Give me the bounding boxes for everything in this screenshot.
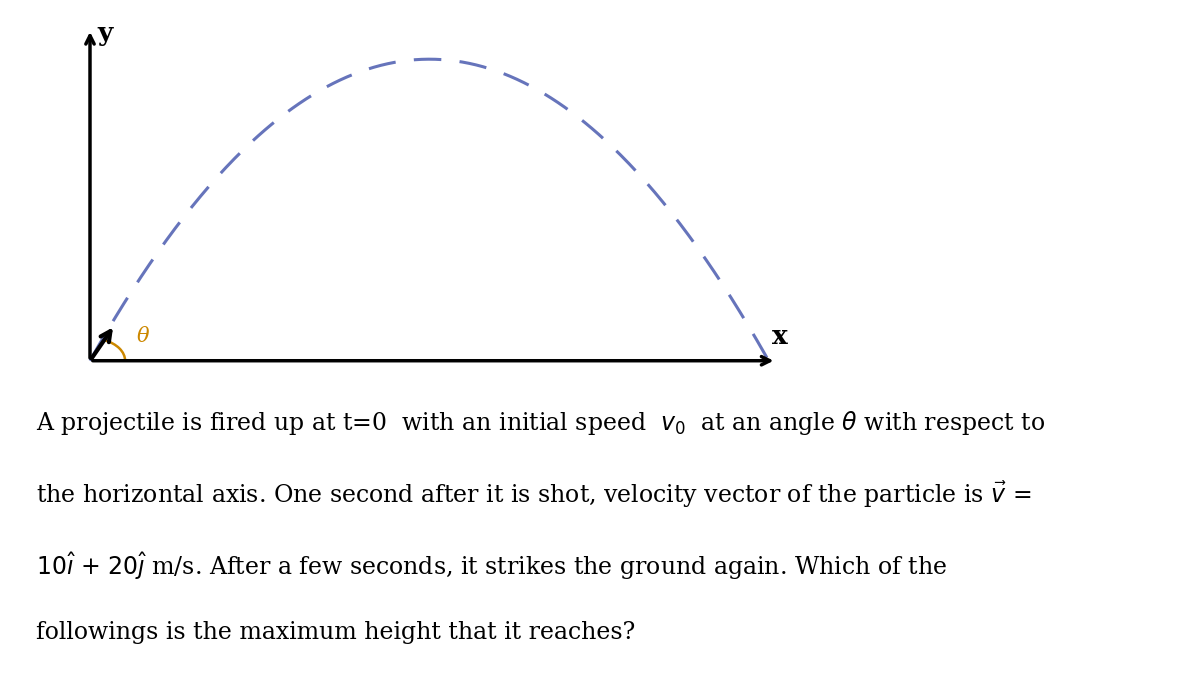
Text: the horizontal axis. One second after it is shot, velocity vector of the particl: the horizontal axis. One second after it… (36, 480, 1031, 510)
Text: θ: θ (137, 327, 150, 346)
Text: y: y (98, 22, 113, 47)
Text: A projectile is fired up at t=0  with an initial speed  $v_0$  at an angle $\the: A projectile is fired up at t=0 with an … (36, 409, 1045, 437)
Text: x: x (773, 325, 788, 350)
Text: followings is the maximum height that it reaches?: followings is the maximum height that it… (36, 621, 635, 644)
Text: $10\hat{\imath}$ + $20\hat{\jmath}$ m/s. After a few seconds, it strikes the gro: $10\hat{\imath}$ + $20\hat{\jmath}$ m/s.… (36, 550, 947, 581)
